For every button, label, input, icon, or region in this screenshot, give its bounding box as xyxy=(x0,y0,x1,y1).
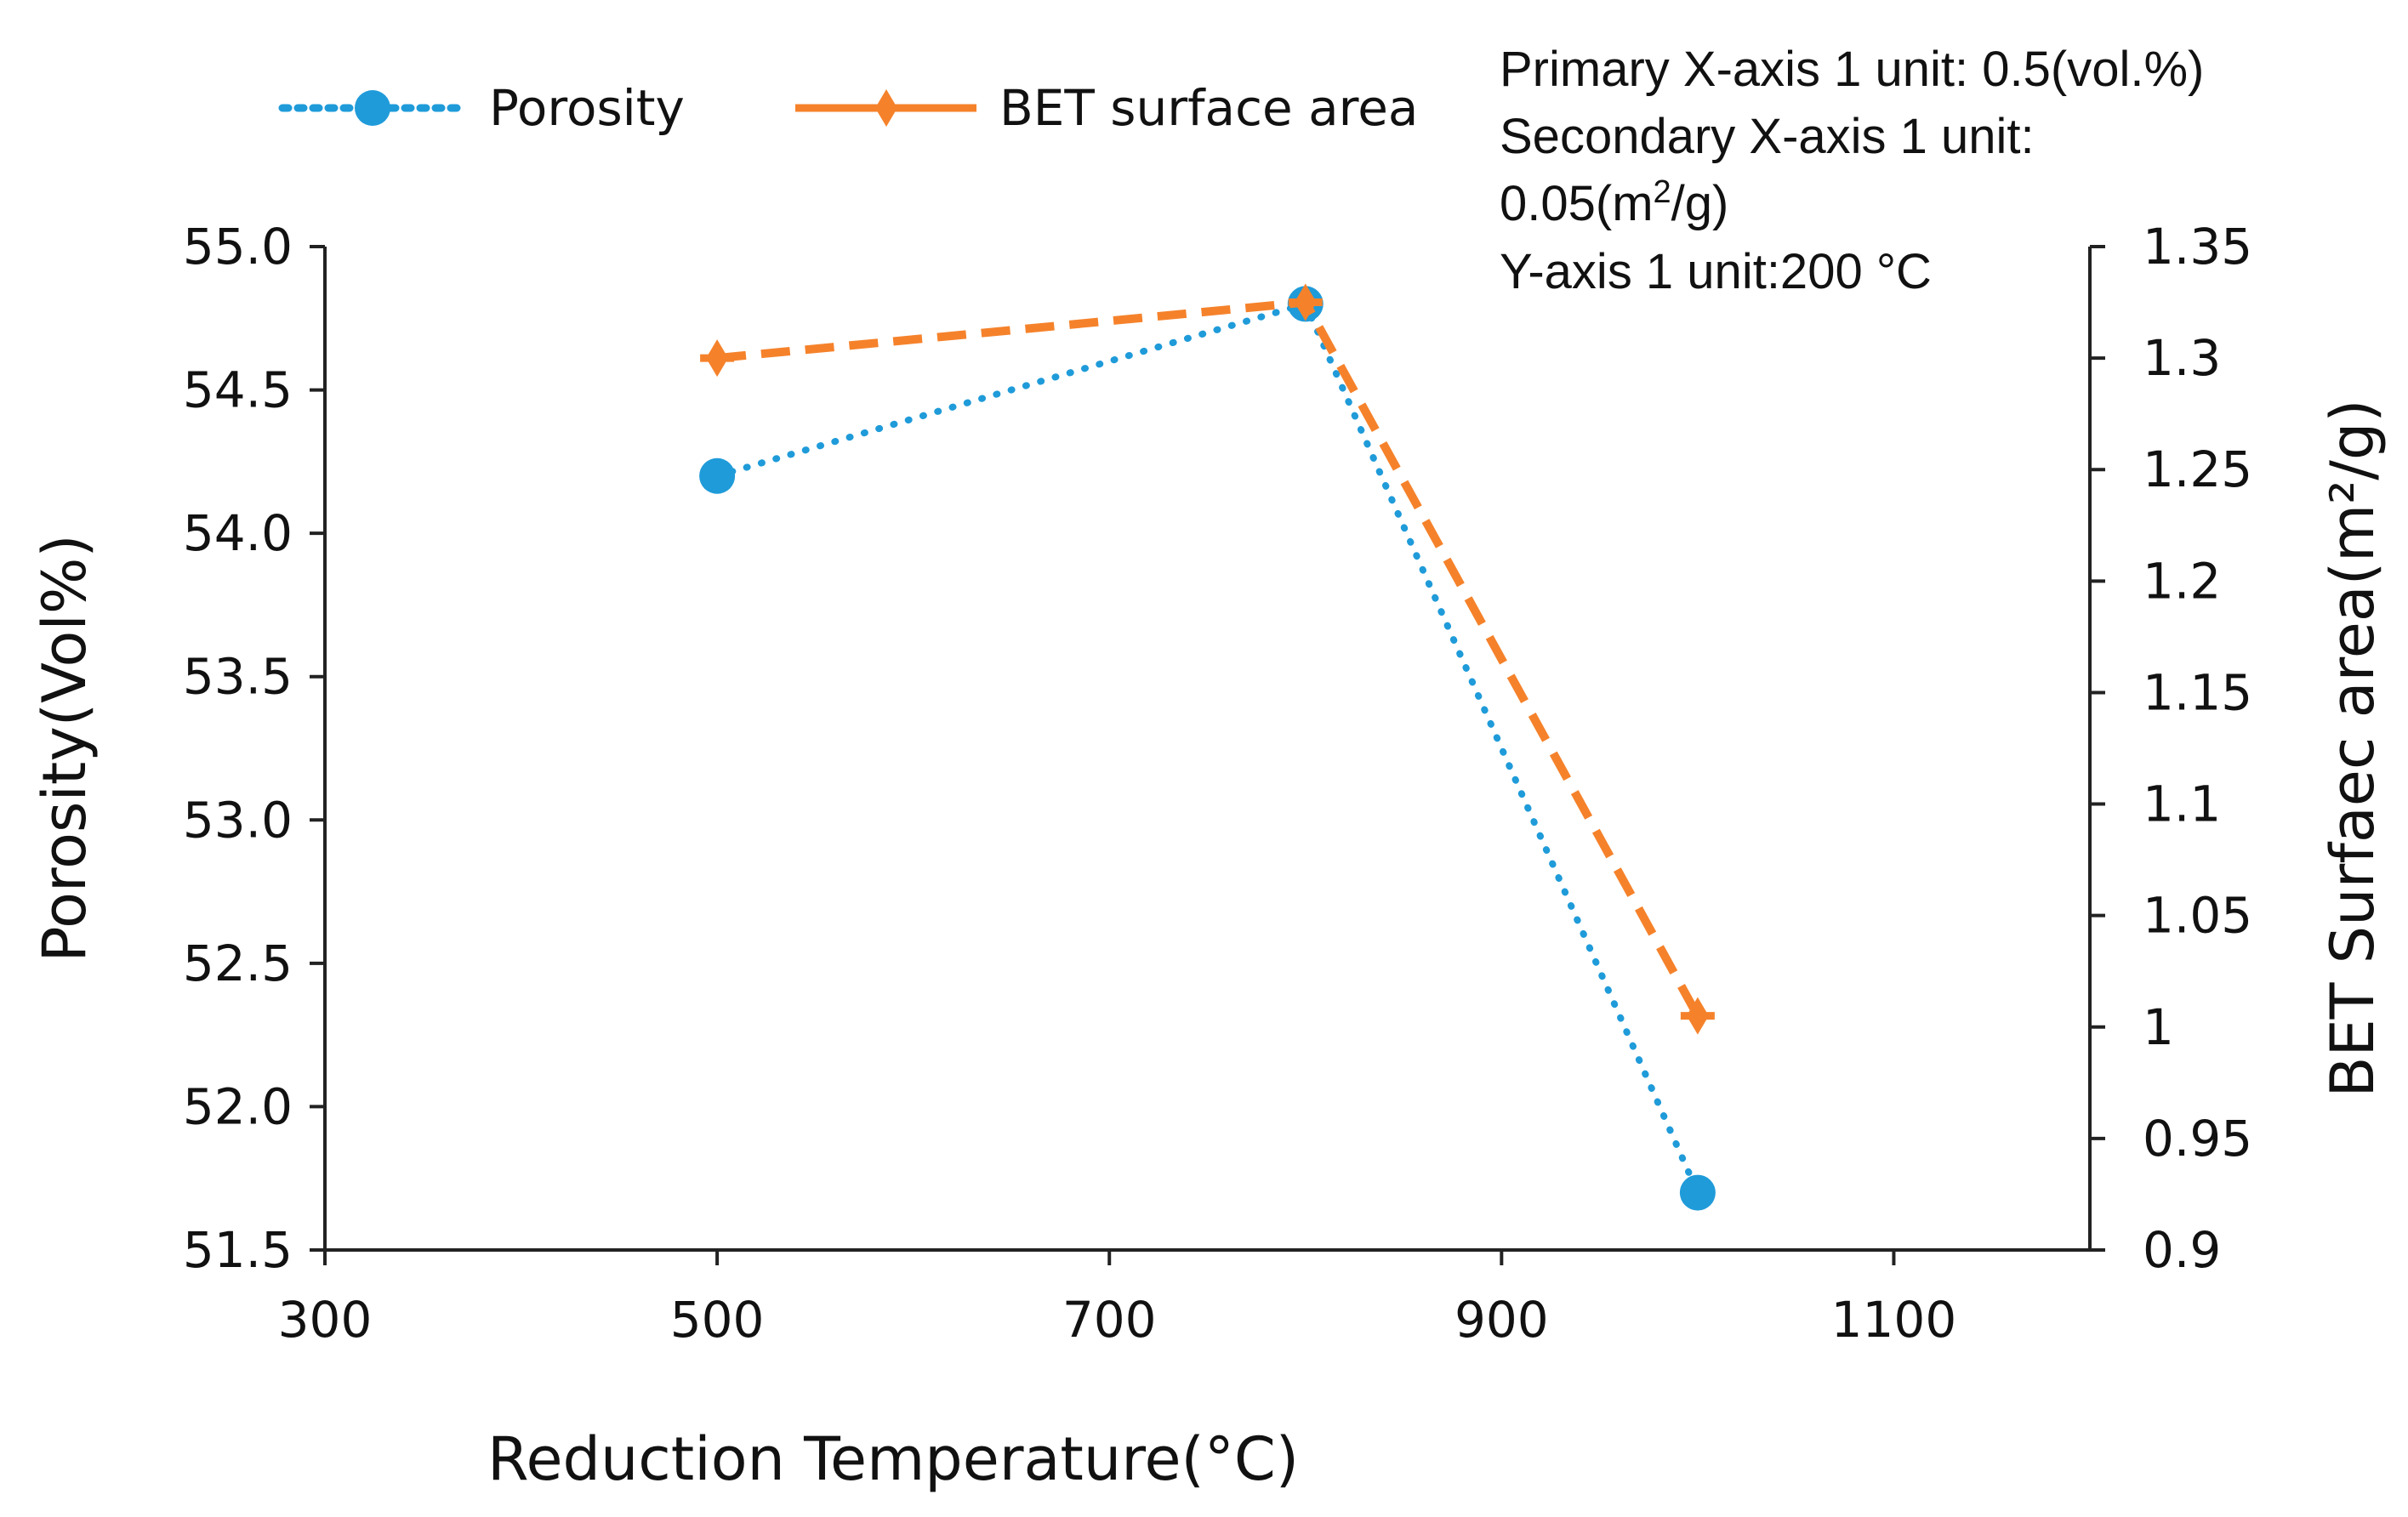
y-right-tick-label: 0.95 xyxy=(2143,1110,2252,1168)
y-right-tick-label: 1.35 xyxy=(2143,218,2252,276)
y-left-tick-label: 55.0 xyxy=(183,218,293,276)
y-right-tick-label: 1.1 xyxy=(2143,776,2221,833)
legend-item-bet: BET surface area xyxy=(795,79,1418,137)
legend-porosity-label: Porosity xyxy=(489,79,685,137)
y-right-tick-label: 1.2 xyxy=(2143,552,2221,610)
y-left-tick-label: 53.0 xyxy=(183,791,293,849)
x-tick-label: 1100 xyxy=(1831,1291,1957,1349)
legend-bet-marker xyxy=(875,89,897,127)
y-right-tick-label: 1.3 xyxy=(2143,329,2221,387)
annotation-line-4: Y-axis 1 unit:200 °C xyxy=(1500,244,1932,299)
y-right-tick-label: 1 xyxy=(2143,998,2174,1056)
x-tick-label: 900 xyxy=(1454,1291,1549,1349)
series-layer xyxy=(699,283,1716,1211)
y-left-ticks: 51.5 52.0 52.5 53.0 53.5 54.0 54.5 55.0 xyxy=(183,218,325,1279)
y-left-tick-label: 53.5 xyxy=(183,648,293,706)
data-point-porosity-2 xyxy=(1679,1174,1716,1211)
axis-unit-annotation: Primary X-axis 1 unit: 0.5(vol.%) Second… xyxy=(1500,42,2204,299)
x-ticks: 300 500 700 900 1100 xyxy=(278,1250,1957,1349)
y-right-axis-title: BET Surfaec area(m²/g) xyxy=(2318,399,2388,1097)
y-right-tick-label: 0.9 xyxy=(2143,1221,2221,1279)
annotation-line-3: 0.05(m2/g) xyxy=(1500,174,1728,231)
x-tick-label: 300 xyxy=(278,1291,373,1349)
y-left-axis-title: Porosity(Vol%) xyxy=(30,534,100,962)
y-right-tick-label: 1.25 xyxy=(2143,440,2252,498)
legend-bet-label: BET surface area xyxy=(999,79,1418,137)
y-left-tick-label: 52.5 xyxy=(183,935,293,992)
legend-item-porosity: Porosity xyxy=(278,79,685,137)
x-axis-title: Reduction Temperature(°C) xyxy=(487,1424,1299,1494)
y-left-tick-label: 51.5 xyxy=(183,1221,293,1279)
annotation-line-2: Secondary X-axis 1 unit: xyxy=(1500,109,2035,164)
data-point-porosity-0 xyxy=(699,457,736,494)
y-left-tick-label: 52.0 xyxy=(183,1077,293,1135)
legend: Porosity BET surface area xyxy=(278,79,1418,137)
y-right-tick-label: 1.15 xyxy=(2143,663,2252,721)
y-left-tick-label: 54.0 xyxy=(183,504,293,562)
x-tick-label: 700 xyxy=(1062,1291,1157,1349)
y-right-ticks: 0.9 0.95 1 1.05 1.1 1.15 1.2 1.25 1.3 1.35 xyxy=(2090,218,2252,1279)
annotation-line-1: Primary X-axis 1 unit: 0.5(vol.%) xyxy=(1500,42,2204,97)
axes xyxy=(323,247,2092,1252)
y-left-tick-label: 54.5 xyxy=(183,361,293,419)
x-tick-label: 500 xyxy=(670,1291,765,1349)
y-right-tick-label: 1.05 xyxy=(2143,887,2252,945)
legend-porosity-marker xyxy=(355,90,390,126)
